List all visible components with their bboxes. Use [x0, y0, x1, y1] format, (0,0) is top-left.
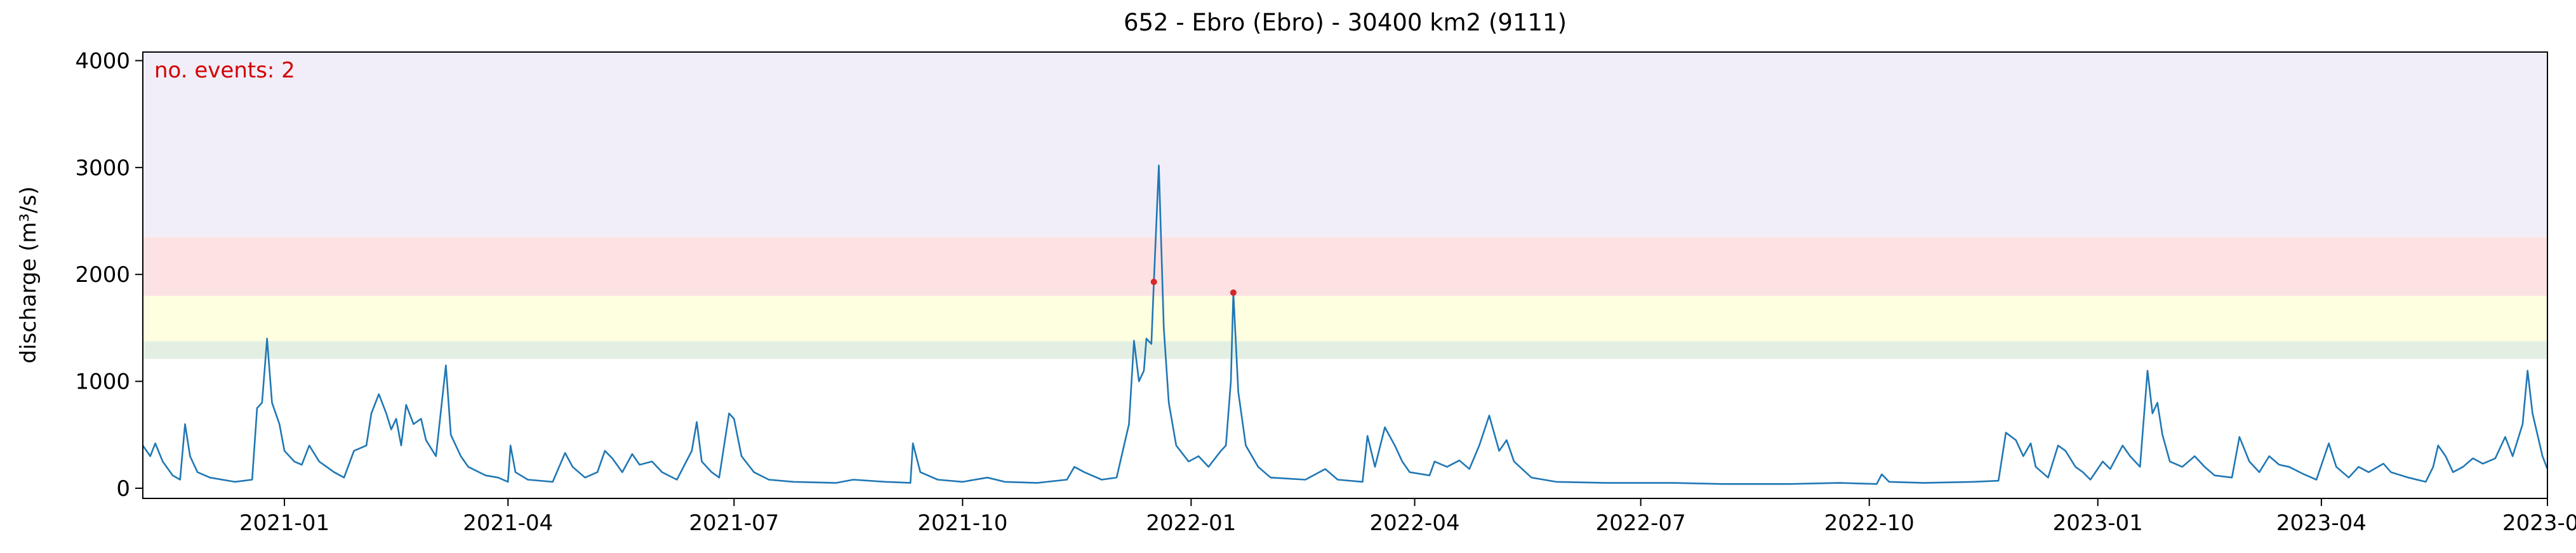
chart-title: 652 - Ebro (Ebro) - 30400 km2 (9111): [1124, 9, 1567, 36]
y-tick-label: 3000: [75, 156, 130, 181]
x-tick-label: 2021-01: [239, 510, 329, 536]
y-tick-label: 4000: [75, 48, 130, 74]
x-tick-label: 2023-01: [2053, 510, 2143, 536]
x-tick-label: 2021-07: [689, 510, 779, 536]
x-tick-label: 2022-01: [1146, 510, 1236, 536]
x-tick-label: 2022-04: [1370, 510, 1460, 536]
y-tick-label: 0: [116, 476, 130, 502]
x-tick-label: 2023-04: [2276, 510, 2367, 536]
discharge-line: [142, 164, 2549, 485]
threshold-band: [143, 52, 2547, 237]
threshold-band: [143, 295, 2547, 342]
x-tick-label: 2021-04: [463, 510, 553, 536]
x-tick-label: 2022-10: [1824, 510, 1915, 536]
threshold-band: [143, 341, 2547, 359]
y-tick-label: 2000: [75, 262, 130, 288]
y-tick-label: 1000: [75, 370, 130, 395]
x-tick-label: 2022-07: [1596, 510, 1686, 536]
event-point: [1230, 289, 1237, 296]
event-point: [1150, 279, 1157, 286]
x-tick-label: 2023-07: [2502, 510, 2576, 536]
y-axis-label: discharge (m³/s): [16, 187, 41, 364]
plot-frame: [142, 51, 2548, 499]
events-annotation: no. events: 2: [154, 58, 295, 83]
threshold-band: [143, 237, 2547, 296]
x-tick-label: 2021-10: [917, 510, 1007, 536]
